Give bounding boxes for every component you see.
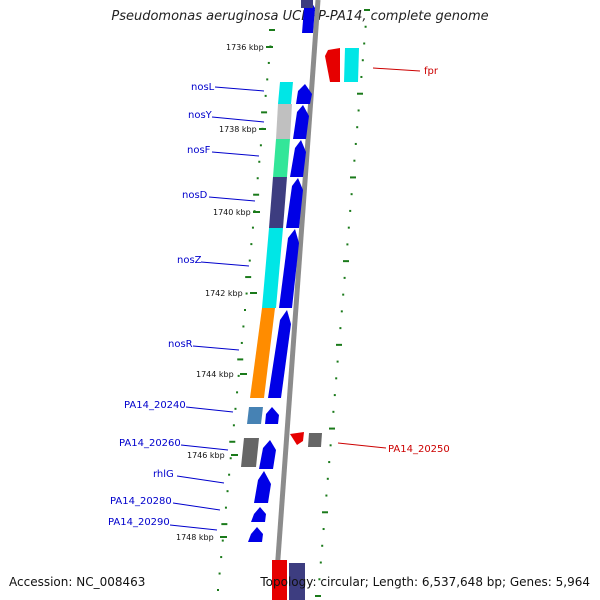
top-edge-feature-box bbox=[301, 0, 313, 8]
nosD-feature-box bbox=[269, 177, 287, 228]
gene-label-pa14-20240: PA14_20240 bbox=[124, 400, 186, 411]
nosZ-feature-box bbox=[262, 228, 283, 308]
reverse-features bbox=[272, 48, 359, 600]
fpr-cds-arrow bbox=[325, 48, 340, 82]
gene-label-nosL: nosL bbox=[191, 82, 215, 93]
gene-label-nosR: nosR bbox=[168, 339, 193, 350]
forward-cds-arrows bbox=[248, 0, 315, 542]
nosZ-cds-arrow bbox=[279, 229, 299, 308]
gene-label-pa14-20280: PA14_20280 bbox=[110, 496, 172, 507]
gene-label-pa14-20260: PA14_20260 bbox=[119, 438, 181, 449]
pa14-20250-feature-box bbox=[308, 433, 322, 447]
nosY-cds-arrow bbox=[293, 105, 309, 139]
gene-label-nosY: nosY bbox=[188, 110, 213, 121]
pa14-20260-feature-box bbox=[241, 438, 259, 467]
topology-label: Topology: circular; Length: 6,537,648 bp… bbox=[260, 575, 590, 589]
gene-label-pa14-20290: PA14_20290 bbox=[108, 517, 170, 528]
gene-label-nosF: nosF bbox=[187, 145, 211, 156]
nosL-cds-arrow bbox=[296, 84, 312, 104]
kbp-ticks bbox=[220, 46, 273, 538]
rhlG-cds-arrow bbox=[254, 471, 271, 503]
bottom-edge-feature-box bbox=[289, 563, 305, 600]
map-title: Pseudomonas aeruginosa UCBPP-PA14, compl… bbox=[111, 9, 489, 24]
nosL-feature-box bbox=[278, 82, 293, 104]
pa14-20260-cds-arrow bbox=[259, 440, 276, 469]
gene-label-pa14-20250: PA14_20250 bbox=[388, 444, 450, 455]
nosY-feature-box bbox=[276, 104, 292, 139]
kbp-label: 1742 kbp bbox=[205, 289, 243, 298]
gene-label-rhlG: rhlG bbox=[153, 469, 174, 480]
pa14-20240-feature-box bbox=[247, 407, 263, 424]
accession-label: Accession: NC_008463 bbox=[9, 575, 146, 589]
right-tick-ruler bbox=[315, 9, 370, 597]
forward-gene-labels: nosL nosY nosF nosD nosZ nosR PA14_20240… bbox=[108, 82, 265, 531]
pa14-20280-cds-arrow bbox=[251, 507, 266, 522]
gene-label-nosD: nosD bbox=[182, 190, 208, 201]
genome-backbone bbox=[272, 0, 321, 600]
nosR-feature-box bbox=[250, 308, 275, 398]
kbp-label: 1736 kbp bbox=[226, 43, 264, 52]
kbp-label: 1746 kbp bbox=[187, 451, 225, 460]
kbp-label: 1740 kbp bbox=[213, 208, 251, 217]
pa14-20290-cds-arrow bbox=[248, 527, 263, 542]
kbp-label: 1744 kbp bbox=[196, 370, 234, 379]
pa14-20240-cds-arrow bbox=[265, 407, 279, 424]
gene-label-nosZ: nosZ bbox=[177, 255, 202, 266]
nosR-cds-arrow bbox=[268, 310, 291, 398]
nosF-cds-arrow bbox=[290, 140, 306, 177]
kbp-labels: 1736 kbp 1738 kbp 1740 kbp 1742 kbp 1744… bbox=[176, 43, 264, 542]
reverse-gene-labels: fpr PA14_20250 bbox=[337, 66, 450, 455]
gene-label-fpr: fpr bbox=[424, 66, 439, 77]
kbp-label: 1748 kbp bbox=[176, 533, 214, 542]
fpr-feature-box bbox=[344, 48, 359, 82]
forward-feature-boxes bbox=[241, 82, 293, 467]
top-edge-cds-arrow bbox=[302, 0, 315, 33]
nosF-feature-box bbox=[273, 139, 290, 177]
kbp-label: 1738 kbp bbox=[219, 125, 257, 134]
bottom-edge-cds-arrow bbox=[272, 560, 287, 600]
nosD-cds-arrow bbox=[286, 178, 303, 228]
pa14-20250-cds-arrow bbox=[290, 432, 304, 445]
